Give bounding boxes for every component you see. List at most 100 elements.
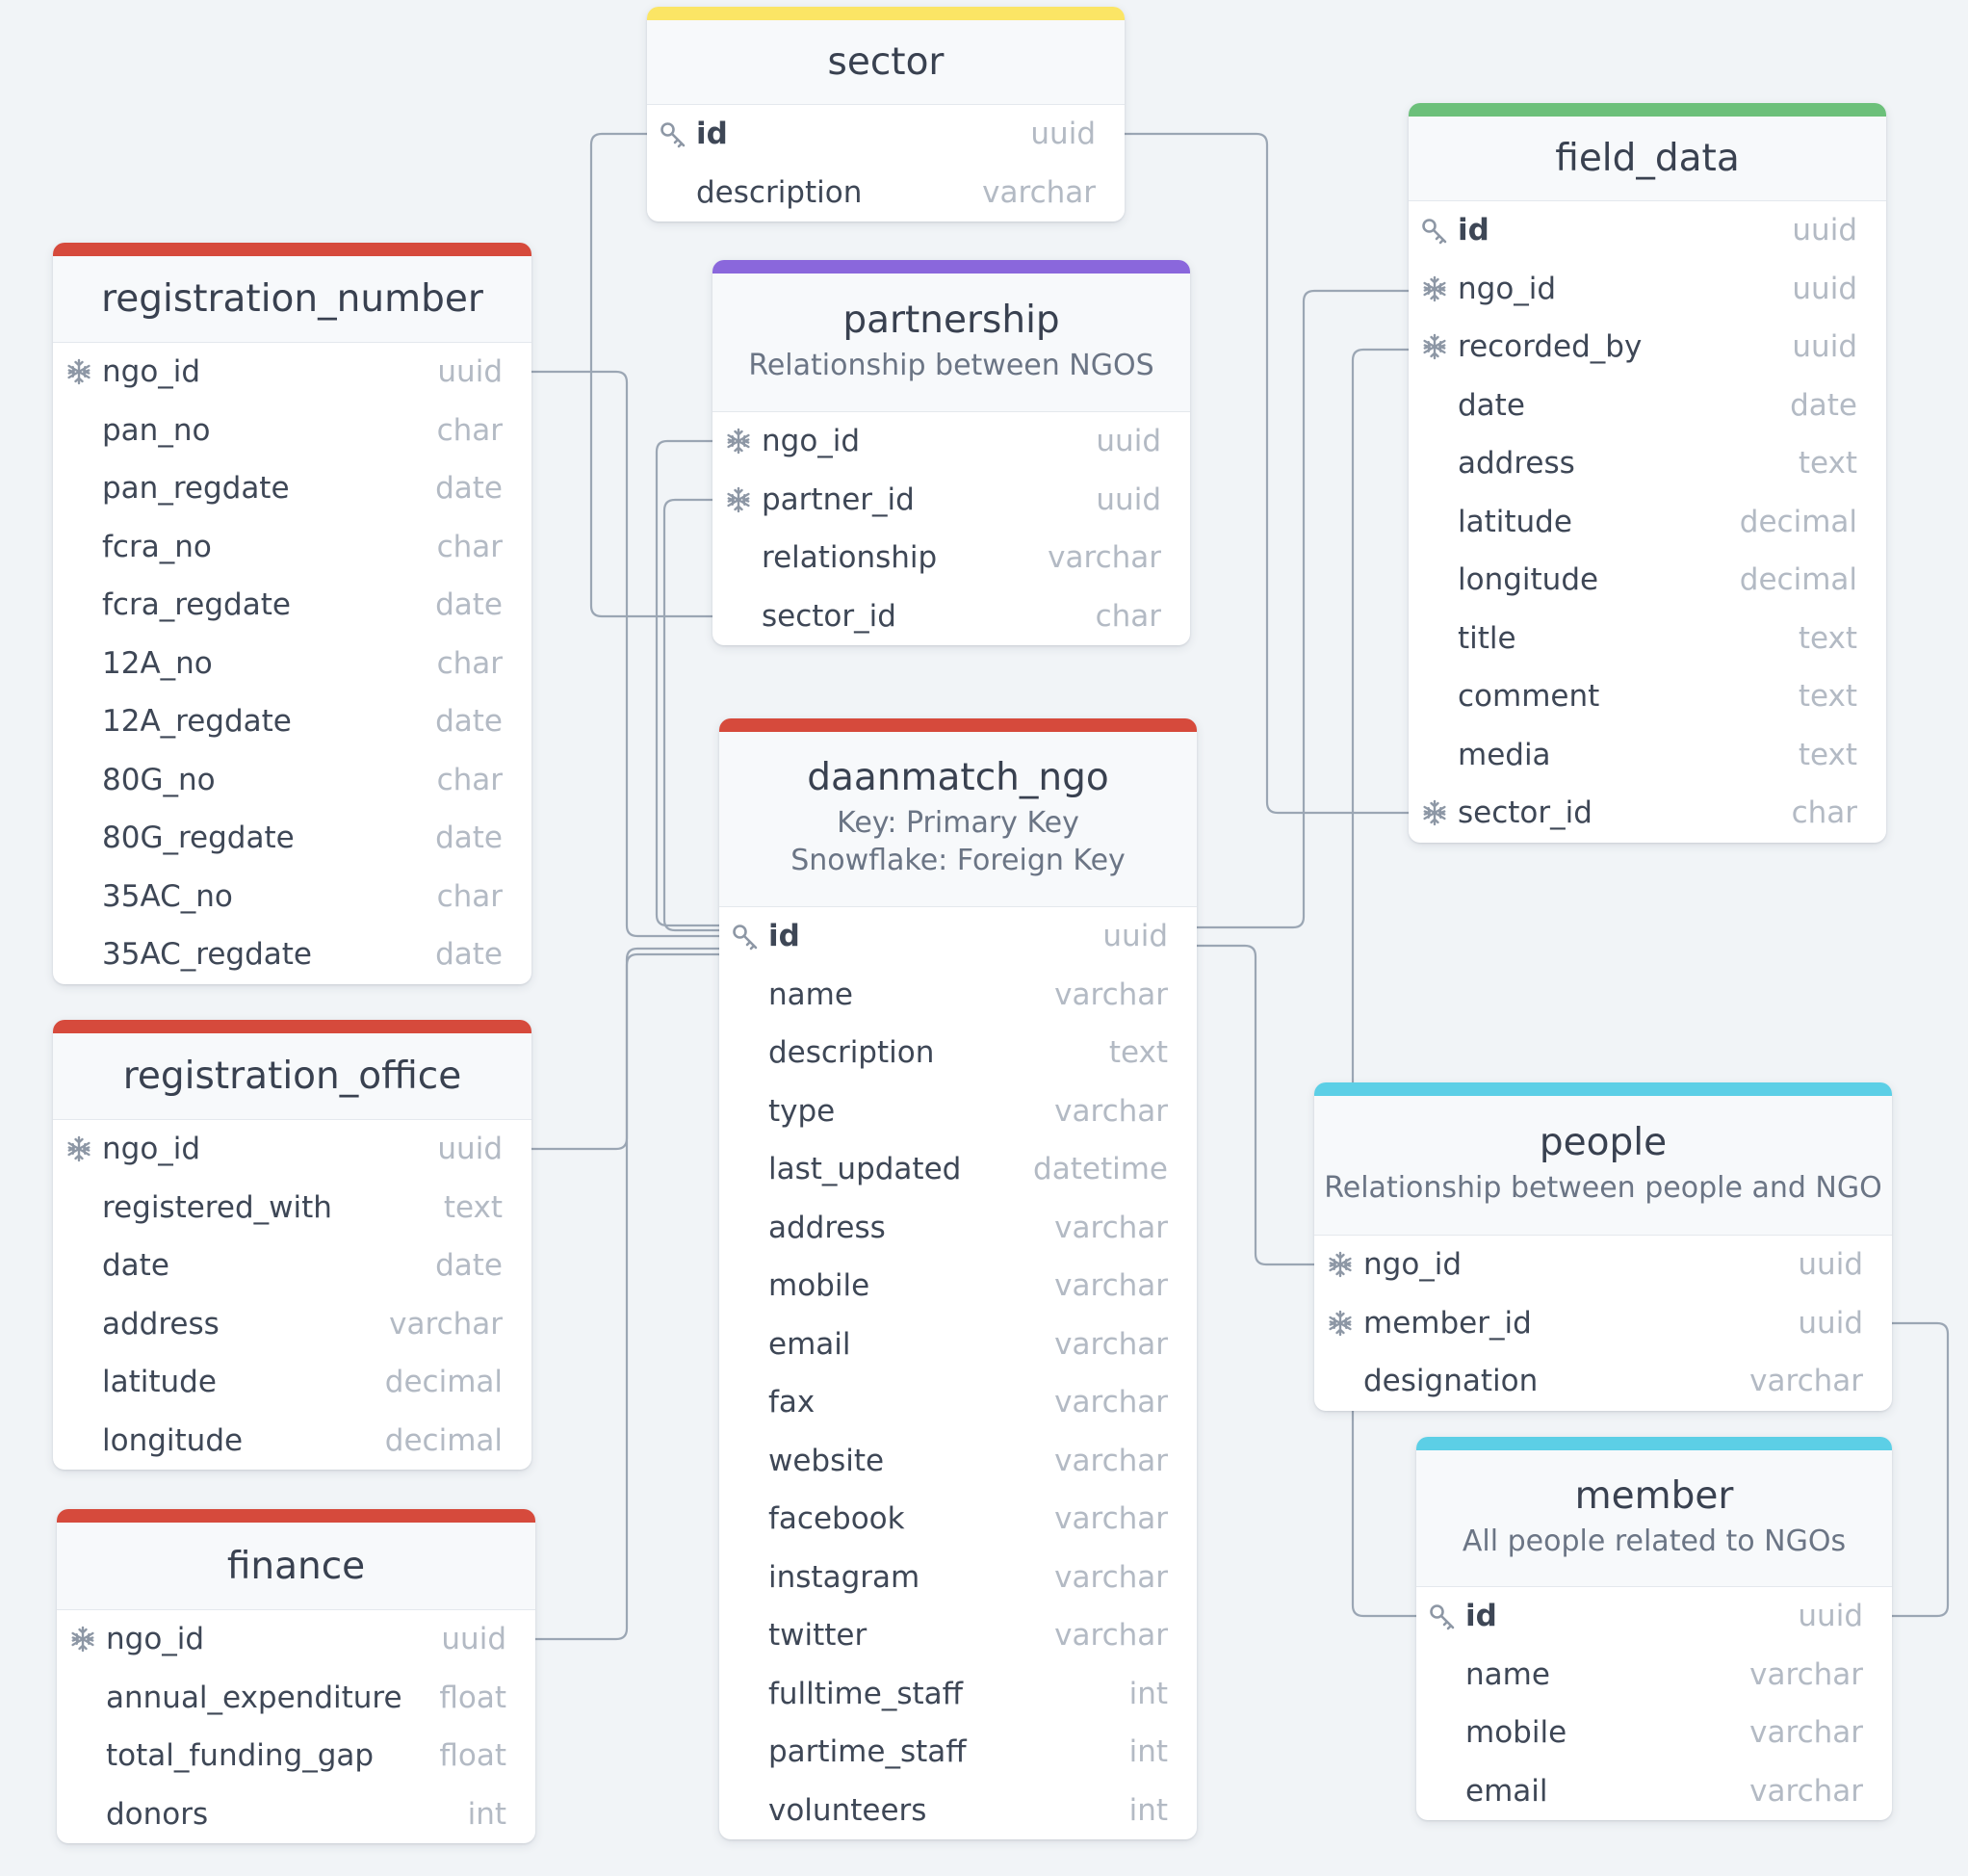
field-row[interactable]: ngo_id uuid (712, 412, 1190, 471)
field-row[interactable]: pan_regdate date (53, 459, 531, 518)
snowflake-icon (1420, 274, 1449, 303)
table-name: registration_number (101, 277, 483, 321)
connector-field-data-member (1351, 348, 1409, 1082)
field-row[interactable]: type varchar (719, 1082, 1197, 1141)
field-name: mobile (768, 1268, 870, 1304)
field-row[interactable]: partner_id uuid (712, 471, 1190, 530)
connector-sector-field-data (1125, 132, 1409, 815)
table-header[interactable]: daanmatch_ngo Key: Primary Key Snowflake:… (719, 718, 1197, 907)
field-type: decimal (384, 1422, 503, 1458)
field-row[interactable]: 80G_regdate date (53, 809, 531, 868)
field-type: decimal (384, 1365, 503, 1400)
field-row[interactable]: longitude decimal (53, 1412, 531, 1471)
table-header[interactable]: finance (57, 1509, 535, 1610)
field-row[interactable]: volunteers int (719, 1782, 1197, 1840)
table-header[interactable]: sector (647, 7, 1125, 105)
table-daanmatch-ngo[interactable]: daanmatch_ngo Key: Primary Key Snowflake:… (719, 718, 1197, 1839)
connector-people-member-left (1351, 1409, 1416, 1618)
field-row[interactable]: twitter varchar (719, 1606, 1197, 1665)
table-name: sector (827, 40, 945, 84)
field-name: name (1465, 1656, 1550, 1692)
field-row[interactable]: mobile varchar (1416, 1704, 1892, 1762)
field-row[interactable]: last_updated datetime (719, 1140, 1197, 1199)
table-header[interactable]: people Relationship between people and NG… (1314, 1082, 1892, 1236)
field-row[interactable]: donors int (57, 1785, 535, 1844)
field-name: pan_no (102, 412, 211, 448)
key-icon (659, 119, 687, 148)
field-row[interactable]: member_id uuid (1314, 1294, 1892, 1353)
field-row[interactable]: recorded_by uuid (1409, 318, 1886, 377)
field-row[interactable]: designation varchar (1314, 1352, 1892, 1411)
field-row[interactable]: title text (1409, 610, 1886, 668)
field-row[interactable]: fcra_regdate date (53, 576, 531, 635)
field-row[interactable]: partime_staff int (719, 1723, 1197, 1782)
field-row[interactable]: ngo_id uuid (53, 343, 531, 402)
field-row[interactable]: ngo_id uuid (57, 1610, 535, 1669)
field-row[interactable]: mobile varchar (719, 1257, 1197, 1316)
table-header[interactable]: member All people related to NGOs (1416, 1437, 1892, 1587)
field-type: varchar (1054, 1501, 1168, 1537)
field-row[interactable]: registered_with text (53, 1179, 531, 1238)
field-row[interactable]: pan_no char (53, 402, 531, 460)
field-row[interactable]: 12A_no char (53, 635, 531, 693)
field-row[interactable]: fax varchar (719, 1373, 1197, 1432)
field-row[interactable]: relationship varchar (712, 529, 1190, 587)
table-registration-number[interactable]: registration_number ngo_id uuid pan_no char p… (53, 243, 531, 984)
table-header[interactable]: partnership Relationship between NGOS (712, 260, 1190, 412)
field-name: ngo_id (102, 1132, 201, 1167)
field-row[interactable]: 80G_no char (53, 751, 531, 810)
field-row[interactable]: ngo_id uuid (1314, 1236, 1892, 1294)
table-people[interactable]: people Relationship between people and NG… (1314, 1082, 1892, 1411)
table-partnership[interactable]: partnership Relationship between NGOS ngo_… (712, 260, 1190, 645)
table-header[interactable]: field_data (1409, 103, 1886, 201)
field-row[interactable]: address varchar (719, 1199, 1197, 1258)
field-row[interactable]: fulltime_staff int (719, 1665, 1197, 1724)
field-row[interactable]: total_funding_gap float (57, 1727, 535, 1785)
field-name: date (1458, 387, 1525, 423)
field-row[interactable]: longitude decimal (1409, 551, 1886, 610)
field-row[interactable]: address varchar (53, 1295, 531, 1354)
field-type: varchar (1054, 1268, 1168, 1304)
table-header[interactable]: registration_office (53, 1020, 531, 1120)
field-row[interactable]: name varchar (1416, 1646, 1892, 1705)
field-row[interactable]: latitude decimal (1409, 493, 1886, 552)
field-row[interactable]: description text (719, 1024, 1197, 1082)
field-row[interactable]: media text (1409, 726, 1886, 785)
field-name: latitude (102, 1365, 217, 1400)
table-sector[interactable]: sector id uuid description varchar (647, 7, 1125, 221)
field-row[interactable]: address text (1409, 434, 1886, 493)
field-row[interactable]: ngo_id uuid (53, 1120, 531, 1179)
field-row[interactable]: description varchar (647, 164, 1125, 222)
field-row[interactable]: website varchar (719, 1432, 1197, 1491)
field-row[interactable]: 35AC_no char (53, 868, 531, 926)
table-header[interactable]: registration_number (53, 243, 531, 343)
field-row[interactable]: date date (53, 1237, 531, 1295)
field-row[interactable]: id uuid (647, 105, 1125, 164)
table-member[interactable]: member All people related to NGOs id uuid na… (1416, 1437, 1892, 1820)
field-row[interactable]: id uuid (1416, 1587, 1892, 1646)
field-row[interactable]: email varchar (719, 1316, 1197, 1374)
field-row[interactable]: latitude decimal (53, 1353, 531, 1412)
field-row[interactable]: ngo_id uuid (1409, 260, 1886, 319)
field-name: name (768, 977, 853, 1012)
field-row[interactable]: email varchar (1416, 1762, 1892, 1821)
field-row[interactable]: facebook varchar (719, 1490, 1197, 1549)
table-finance[interactable]: finance ngo_id uuid annual_expenditure float… (57, 1509, 535, 1843)
field-name: partner_id (762, 482, 915, 517)
field-row[interactable]: fcra_no char (53, 518, 531, 577)
field-row[interactable]: sector_id char (1409, 784, 1886, 843)
field-row[interactable]: comment text (1409, 667, 1886, 726)
field-row[interactable]: date date (1409, 377, 1886, 435)
table-note: Key: Primary Key Snowflake: Foreign Key (790, 806, 1126, 877)
table-registration-office[interactable]: registration_office ngo_id uuid registered_… (53, 1020, 531, 1470)
field-row[interactable]: sector_id char (712, 587, 1190, 646)
field-row[interactable]: 12A_regdate date (53, 692, 531, 751)
field-row[interactable]: id uuid (1409, 201, 1886, 260)
table-field-data[interactable]: field_data id uuid ngo_id uuid recorded_by uui… (1409, 103, 1886, 843)
snowflake-icon (1326, 1309, 1355, 1338)
field-row[interactable]: id uuid (719, 907, 1197, 966)
field-row[interactable]: name varchar (719, 966, 1197, 1025)
field-row[interactable]: instagram varchar (719, 1549, 1197, 1607)
field-row[interactable]: 35AC_regdate date (53, 925, 531, 984)
field-row[interactable]: annual_expenditure float (57, 1669, 535, 1728)
